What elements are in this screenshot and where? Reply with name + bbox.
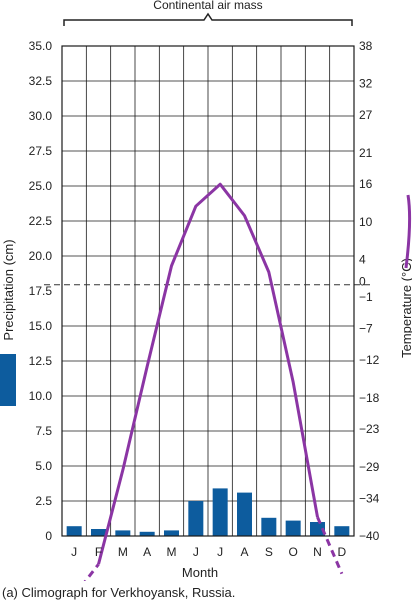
right-tick-label: −18 — [359, 391, 380, 405]
temperature-line-main — [97, 182, 319, 565]
precipitation-bar — [212, 488, 228, 536]
right-axis-ticks: −40 −34 −29 −23 −18 −12 −7 −10 4 10 16 21 27 32 38 — [359, 39, 380, 543]
left-tick-label: 22.5 — [29, 214, 53, 228]
right-tick-label: 21 — [359, 146, 373, 160]
x-tick-label: A — [143, 545, 151, 559]
right-tick-label: 0 — [359, 275, 366, 289]
right-tick-label: −34 — [359, 491, 380, 505]
left-tick-label: 5.0 — [35, 459, 52, 473]
x-tick-label: D — [337, 545, 346, 559]
x-tick-label: O — [288, 545, 297, 559]
x-tick-label: J — [193, 545, 199, 559]
left-tick-label: 20.0 — [29, 249, 53, 263]
left-tick-label: 15.0 — [29, 319, 53, 333]
right-tick-label: 16 — [359, 177, 373, 191]
chart-subtitle: Continental air mass — [153, 0, 262, 12]
left-tick-label: 7.5 — [35, 424, 52, 438]
precipitation-bar — [188, 501, 204, 536]
x-tick-label: J — [217, 545, 223, 559]
x-tick-label: M — [167, 545, 177, 559]
x-tick-label: J — [71, 545, 77, 559]
x-axis-title: Month — [182, 565, 218, 580]
x-tick-label: N — [313, 545, 322, 559]
grid — [62, 46, 354, 536]
precipitation-legend-swatch — [0, 354, 16, 406]
precipitation-bar — [164, 530, 179, 536]
precipitation-bar — [66, 526, 82, 536]
precipitation-bar — [261, 517, 277, 536]
left-tick-label: 10.0 — [29, 389, 53, 403]
left-tick-label: 30.0 — [29, 109, 53, 123]
right-axis-title: Temperature (°C) — [399, 258, 412, 358]
left-axis-title: Precipitation (cm) — [1, 239, 16, 340]
right-tick-label: −1 — [359, 290, 373, 304]
precipitation-bar — [310, 522, 325, 536]
left-tick-label: 32.5 — [29, 74, 53, 88]
precipitation-bar — [334, 526, 350, 536]
left-tick-label: 12.5 — [29, 354, 53, 368]
right-tick-label: −29 — [359, 460, 380, 474]
x-tick-label: S — [265, 545, 273, 559]
precipitation-bar — [91, 529, 106, 536]
precipitation-bars — [66, 488, 350, 536]
right-tick-label: 10 — [359, 215, 373, 229]
left-tick-label: 2.5 — [35, 494, 52, 508]
precipitation-bar — [139, 531, 155, 536]
plot-frame — [61, 45, 355, 537]
precipitation-bar — [115, 530, 131, 536]
right-tick-label: 4 — [359, 253, 366, 267]
left-tick-label: 25.0 — [29, 179, 53, 193]
right-tick-label: −7 — [359, 322, 373, 336]
left-tick-label: 17.5 — [29, 284, 53, 298]
left-axis-ticks: 0 2.5 5.0 7.5 10.0 12.5 15.0 17.5 20.0 22.5 25.0 27… — [29, 39, 53, 543]
right-tick-label: −40 — [359, 529, 380, 543]
precipitation-bar — [237, 492, 252, 536]
temperature-legend-line — [404, 194, 412, 269]
precipitation-bar — [285, 520, 301, 536]
right-tick-label: 27 — [359, 108, 373, 122]
chart-caption: (a) Climograph for Verkhoyansk, Russia. — [2, 585, 235, 600]
x-tick-label: A — [240, 545, 248, 559]
temperature-line-segment-below-axis — [316, 516, 344, 575]
right-tick-label: 38 — [359, 39, 373, 53]
left-tick-label: 27.5 — [29, 144, 53, 158]
right-tick-label: 32 — [359, 77, 373, 91]
temperature-line — [83, 182, 344, 581]
right-tick-label: −23 — [359, 422, 380, 436]
x-tick-label: F — [95, 545, 102, 559]
x-tick-label: M — [118, 545, 128, 559]
left-tick-label: 0 — [45, 529, 52, 543]
left-tick-label: 35.0 — [29, 39, 53, 53]
plot-border — [61, 45, 355, 537]
air-mass-bracket — [63, 12, 353, 26]
right-tick-label: −12 — [359, 353, 380, 367]
